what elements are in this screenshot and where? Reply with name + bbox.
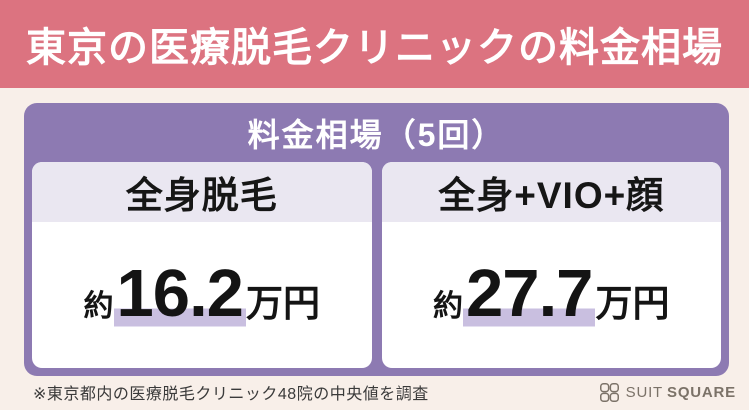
card-price-area: 約16.2万円 [32, 222, 372, 368]
card-price-area: 約27.7万円 [382, 222, 722, 368]
survey-note: ※東京都内の医療脱毛クリニック48院の中央値を調査 [33, 386, 429, 403]
price-cards: 全身脱毛 約16.2万円 全身+VIO+顔 約27.7万円 [24, 162, 729, 376]
price-value: 27.7 [463, 255, 596, 331]
footer: ※東京都内の医療脱毛クリニック48院の中央値を調査 SUIT SQUARE [33, 379, 736, 405]
logo-text-suit: SUIT [625, 383, 664, 401]
card-label: 全身脱毛 [32, 162, 372, 222]
price-panel: 料金相場（5回） 全身脱毛 約16.2万円 全身+VIO+顔 約27.7万円 [24, 103, 729, 376]
price-prefix: 約 [433, 289, 464, 323]
price: 約27.7万円 [433, 255, 669, 332]
card-zenshin-vio-kao: 全身+VIO+顔 約27.7万円 [381, 162, 722, 368]
card-label: 全身+VIO+顔 [381, 162, 721, 222]
logo-text-square: SQUARE [667, 383, 736, 401]
page-title: 東京の医療脱毛クリニックの料金相場 [26, 26, 723, 70]
suit-square-logo: SUIT SQUARE [599, 382, 736, 403]
logo-text: SUIT SQUARE [626, 384, 736, 401]
price-unit: 万円 [595, 282, 670, 324]
card-zenshin-datsumou: 全身脱毛 約16.2万円 [32, 162, 372, 368]
price-value: 16.2 [113, 255, 246, 331]
price: 約16.2万円 [84, 255, 320, 332]
price-unit: 万円 [245, 282, 320, 324]
clover-icon [599, 382, 620, 403]
panel-title: 料金相場（5回） [247, 116, 506, 153]
price-prefix: 約 [83, 289, 114, 323]
header-banner: 東京の医療脱毛クリニックの料金相場 [0, 0, 749, 88]
